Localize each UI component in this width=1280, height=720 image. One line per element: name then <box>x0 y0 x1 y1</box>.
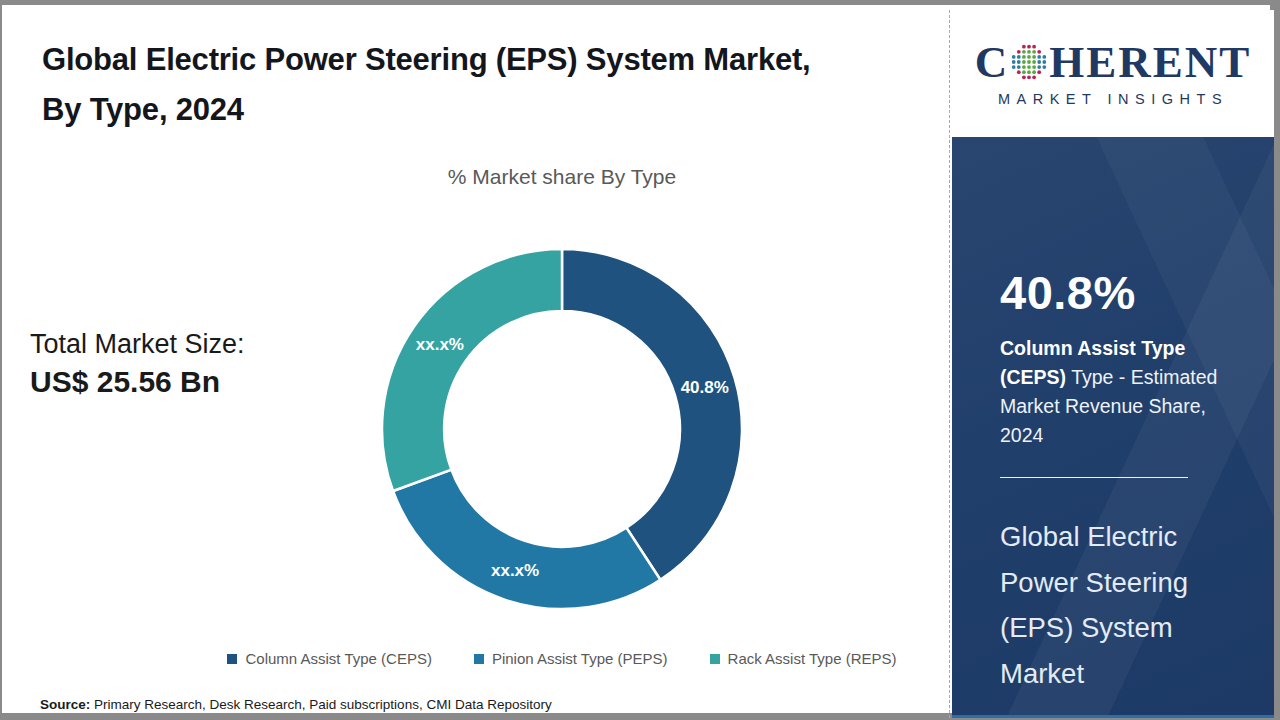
highlight-stat: 40.8% <box>1000 265 1234 320</box>
total-market-value: US$ 25.56 Bn <box>30 365 330 399</box>
slice-label: 40.8% <box>681 378 729 397</box>
slide-canvas: Global Electric Power Steering (EPS) Sys… <box>2 5 1270 713</box>
logo-word-start: C <box>975 40 1010 85</box>
panel-market-name: Global Electric Power Steering (EPS) Sys… <box>1000 514 1228 696</box>
highlight-description: Column Assist Type (CEPS) Type - Estimat… <box>1000 334 1242 450</box>
legend-swatch-icon <box>710 654 720 664</box>
donut-slice <box>393 470 660 609</box>
legend-label: Pinion Assist Type (PEPS) <box>492 650 668 667</box>
source-label: Source: <box>40 697 90 712</box>
donut-slice <box>382 249 562 491</box>
total-market-label: Total Market Size: <box>30 329 330 360</box>
vertical-dashed-divider <box>949 10 950 718</box>
legend-swatch-icon <box>474 654 484 664</box>
slice-label: xx.x% <box>416 335 464 354</box>
highlight-panel: 40.8% Column Assist Type (CEPS) Type - E… <box>952 137 1274 718</box>
logo-word-end: HERENT <box>1049 40 1251 85</box>
slice-label: xx.x% <box>491 561 539 580</box>
donut-slice <box>562 249 742 580</box>
chart-title: % Market share By Type <box>262 165 862 189</box>
sidebar: C HERENT MARKET INSIGHTS 40.8% Column As… <box>952 10 1274 718</box>
donut-chart: 40.8% xx.x% xx.x% <box>362 229 762 629</box>
donut-chart-svg: 40.8% xx.x% xx.x% <box>362 229 762 629</box>
source-text: Primary Research, Desk Research, Paid su… <box>90 697 551 712</box>
panel-divider-line <box>1000 477 1188 478</box>
legend-label: Rack Assist Type (REPS) <box>728 650 897 667</box>
source-line: Source: Primary Research, Desk Research,… <box>40 697 552 712</box>
brand-logo: C HERENT MARKET INSIGHTS <box>952 10 1274 137</box>
total-market-block: Total Market Size: US$ 25.56 Bn <box>30 329 330 399</box>
legend-label: Column Assist Type (CEPS) <box>245 650 431 667</box>
page-title: Global Electric Power Steering (EPS) Sys… <box>42 35 842 135</box>
legend-item: Column Assist Type (CEPS) <box>227 650 431 667</box>
logo-subtitle: MARKET INSIGHTS <box>998 91 1228 107</box>
legend-item: Rack Assist Type (REPS) <box>710 650 897 667</box>
dotted-globe-icon <box>1010 43 1048 81</box>
legend-item: Pinion Assist Type (PEPS) <box>474 650 668 667</box>
highlight-panel-content: 40.8% Column Assist Type (CEPS) Type - E… <box>952 137 1274 696</box>
legend-swatch-icon <box>227 654 237 664</box>
chart-legend: Column Assist Type (CEPS) Pinion Assist T… <box>122 650 1002 667</box>
brand-logo-row: C HERENT <box>975 40 1252 85</box>
